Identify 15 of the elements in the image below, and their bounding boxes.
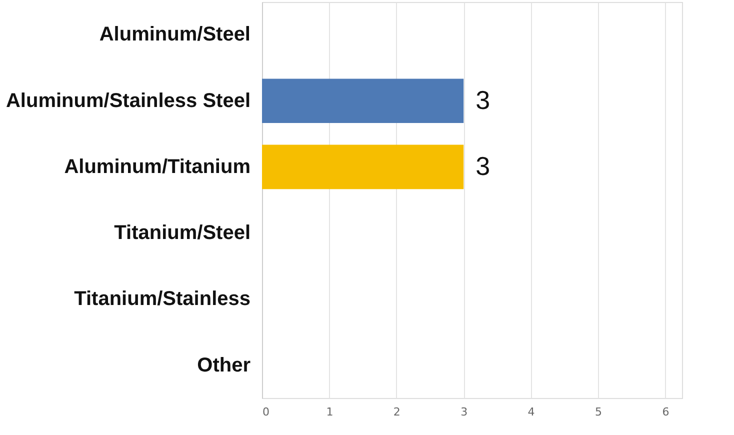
- y-tick-label: Aluminum/Steel: [99, 24, 250, 46]
- x-tick-label: 6: [662, 406, 670, 418]
- x-tick-label: 1: [326, 406, 334, 418]
- x-tick-label: 2: [393, 406, 400, 418]
- y-tick-label: Titanium/Stainless: [74, 288, 250, 310]
- x-tick-label: 0: [262, 406, 270, 418]
- y-tick-label: Titanium/Steel: [114, 222, 250, 244]
- data-label: 3: [476, 84, 490, 115]
- y-tick-label: Aluminum/Titanium: [64, 156, 250, 178]
- x-tick-label: 4: [528, 406, 535, 418]
- y-tick-label: Aluminum/Stainless Steel: [6, 90, 250, 112]
- data-label: 3: [476, 150, 490, 181]
- x-tick-label: 3: [460, 406, 468, 418]
- y-tick-label: Other: [197, 354, 251, 376]
- x-tick-label: 5: [595, 406, 602, 418]
